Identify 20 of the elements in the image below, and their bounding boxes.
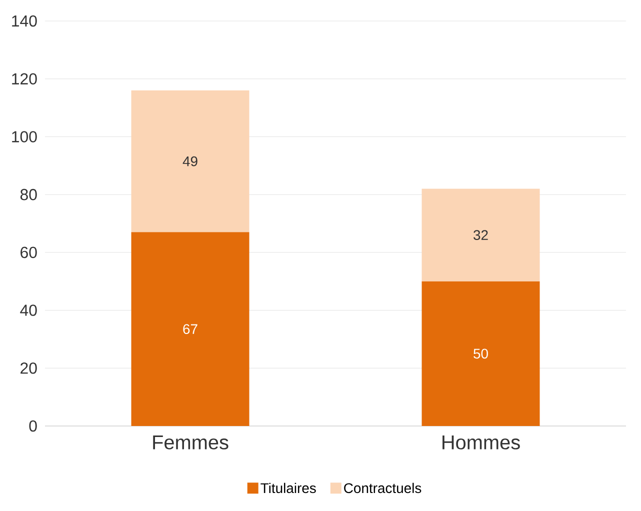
x-tick-label: Femmes: [153, 436, 228, 450]
legend-label: Titulaires: [260, 482, 316, 494]
bar: [422, 281, 540, 426]
legend-label: Contractuels: [344, 482, 422, 494]
y-tick-label: 100: [12, 131, 37, 142]
data-label: 49: [182, 156, 198, 166]
bar: [131, 90, 250, 232]
y-tick-label: 20: [20, 362, 37, 374]
y-tick-label: 40: [20, 304, 37, 316]
y-tick-label: 0: [29, 420, 37, 432]
y-tick-label: 120: [12, 73, 37, 84]
data-label: 32: [474, 230, 488, 240]
bar: [131, 232, 250, 426]
data-label: 50: [474, 348, 488, 359]
data-label: 67: [183, 324, 198, 334]
y-tick-label: 80: [20, 188, 37, 200]
bar: [422, 188, 540, 282]
y-tick-label: 140: [12, 15, 37, 27]
x-tick-label: Hommes: [442, 436, 520, 450]
y-tick-label: 60: [20, 246, 37, 258]
